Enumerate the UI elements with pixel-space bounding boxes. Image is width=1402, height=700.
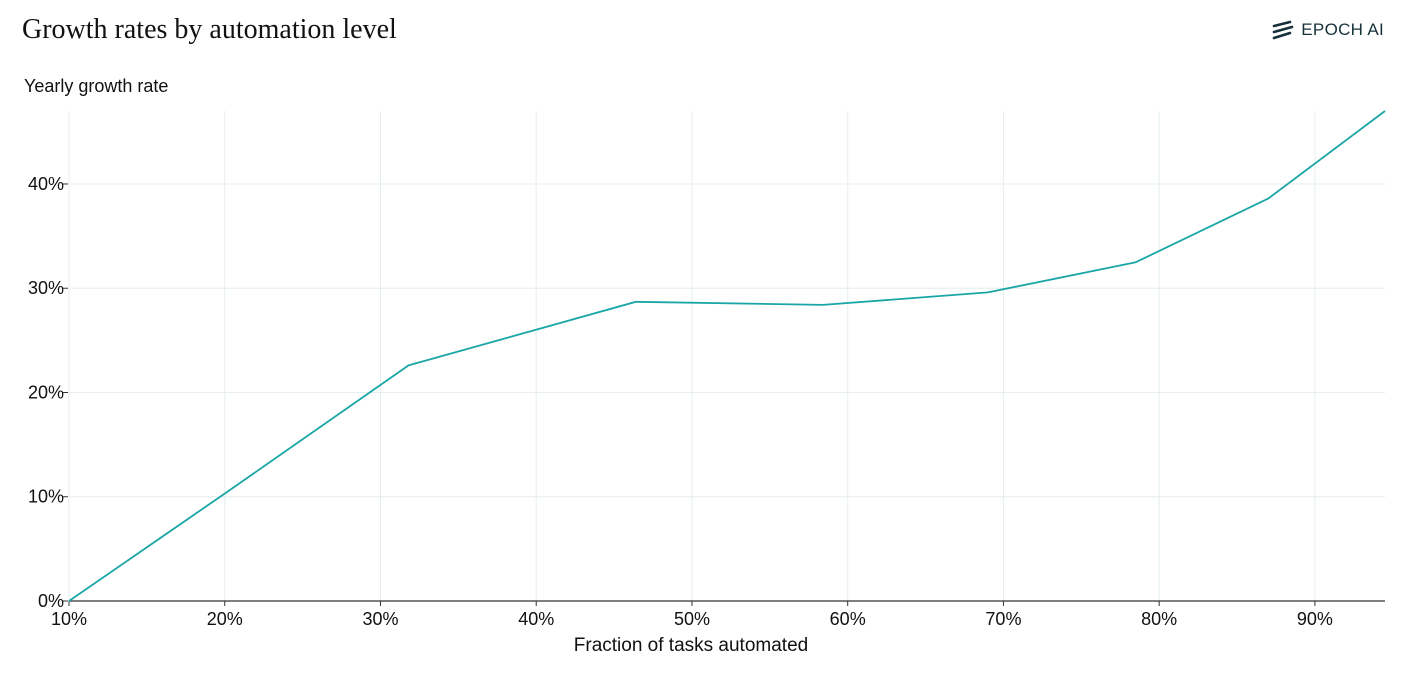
data-point — [635, 301, 637, 303]
data-point — [1135, 261, 1137, 263]
y-tick-label: 20% — [28, 382, 64, 402]
data-point — [408, 364, 410, 366]
data-point — [1267, 198, 1269, 200]
data-point — [1384, 110, 1386, 112]
axes: 10% 20% 30% 40% 50% 60% 70% 80% 90%0%10%20%30%40… — [28, 174, 1385, 629]
x-tick-label: 40% — [518, 609, 554, 629]
data-point — [987, 291, 989, 293]
y-tick-label: 40% — [28, 174, 64, 194]
grid-lines — [68, 111, 1385, 601]
epoch-logo-icon — [1272, 20, 1294, 40]
chart-title: Growth rates by automation level — [22, 14, 397, 45]
data-point — [224, 493, 226, 495]
brand-name: EPOCH AI — [1301, 20, 1384, 39]
x-tick-label: 30% — [362, 609, 398, 629]
data-point — [822, 304, 824, 306]
x-tick-label: 60% — [830, 609, 866, 629]
x-tick-label: 70% — [985, 609, 1021, 629]
y-axis-label: Yearly growth rate — [24, 76, 169, 96]
x-tick-label: 80% — [1141, 609, 1177, 629]
y-tick-label: 30% — [28, 278, 64, 298]
y-tick-label: 0% — [38, 591, 64, 611]
data-point — [68, 600, 70, 602]
brand-logo[interactable]: EPOCH AI — [1271, 20, 1384, 40]
x-axis-label: Fraction of tasks automated — [574, 635, 808, 656]
series-layer — [68, 110, 1386, 602]
y-tick-label: 10% — [28, 487, 64, 507]
x-tick-label: 20% — [207, 609, 243, 629]
x-tick-label: 90% — [1297, 609, 1333, 629]
x-tick-label: 10% — [51, 609, 87, 629]
series-line — [68, 110, 1386, 602]
x-tick-label: 50% — [674, 609, 710, 629]
